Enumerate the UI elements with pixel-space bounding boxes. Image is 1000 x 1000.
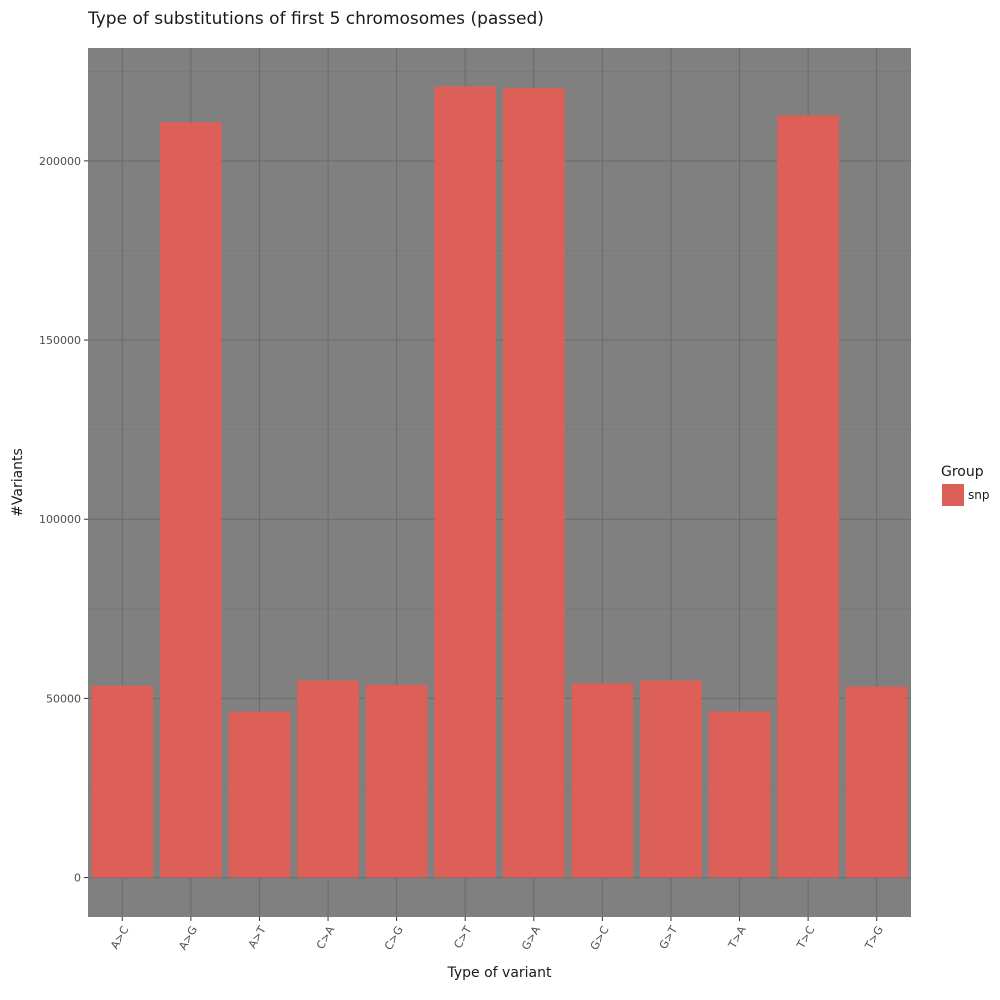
legend-label-snp: snp <box>968 488 989 502</box>
bar-A-to-G <box>160 122 222 878</box>
bar-C-to-G <box>365 684 428 878</box>
x-tick-label: T>A <box>725 923 749 951</box>
x-tick-label: G>A <box>519 923 543 952</box>
bars <box>91 86 908 878</box>
bar-G-to-T <box>640 680 702 878</box>
bar-A-to-T <box>228 711 291 878</box>
bar-T-to-C <box>777 115 839 878</box>
x-tick-label: C>A <box>314 923 338 951</box>
x-tick-label: C>T <box>451 924 474 951</box>
y-tick-label: 0 <box>74 872 81 885</box>
bar-G-to-A <box>502 88 565 878</box>
bar-T-to-G <box>845 686 908 878</box>
y-axis-ticks: 0 50000 100000 150000 200000 <box>39 155 88 885</box>
x-tick-label: A>T <box>246 924 269 951</box>
x-tick-label: A>C <box>108 924 132 952</box>
legend: Group snp <box>941 464 989 506</box>
x-tick-label: G>T <box>657 924 681 952</box>
x-axis-title: Type of variant <box>446 965 552 981</box>
bar-A-to-C <box>91 685 154 878</box>
x-tick-label: T>C <box>794 924 818 952</box>
y-tick-label: 100000 <box>39 513 81 526</box>
x-axis-ticks: A>C A>G A>T C>A C>G C>T G>A G>C G>T T>A T>C T>G <box>108 917 886 952</box>
y-tick-label: 50000 <box>46 692 81 705</box>
plot-panel <box>88 48 911 917</box>
x-tick-label: C>G <box>382 924 406 953</box>
chart-title: Type of substitutions of first 5 chromos… <box>87 9 544 29</box>
bar-G-to-C <box>571 683 634 878</box>
y-tick-label: 150000 <box>39 334 81 347</box>
bar-T-to-A <box>708 711 771 878</box>
legend-key-snp <box>942 484 964 506</box>
y-tick-label: 200000 <box>39 155 81 168</box>
x-tick-label: A>G <box>176 924 200 952</box>
bar-C-to-A <box>297 680 359 878</box>
x-tick-label: G>C <box>588 924 612 953</box>
bar-C-to-T <box>434 86 497 878</box>
legend-title: Group <box>941 464 984 480</box>
x-tick-label: T>G <box>862 924 886 953</box>
y-axis-title: #Variants <box>10 448 26 517</box>
